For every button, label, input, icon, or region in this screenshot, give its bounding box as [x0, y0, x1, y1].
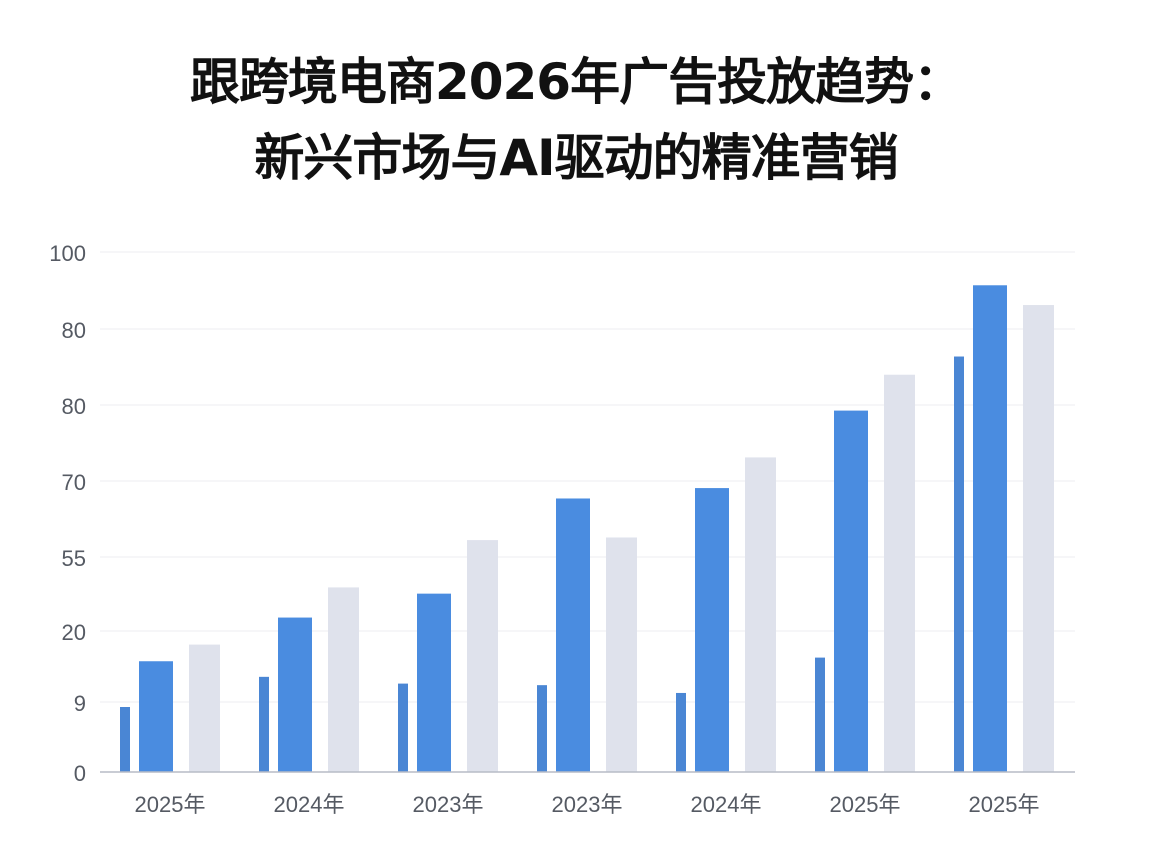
bar-series-3-3 — [467, 540, 498, 772]
bar-series-3-6 — [884, 374, 915, 772]
bar-series-2-5 — [695, 488, 729, 772]
bar-series-1-1 — [120, 707, 130, 772]
bar-series-3-5 — [745, 457, 776, 772]
y-tick-label: 100 — [49, 241, 86, 266]
bar-series-3-7 — [1023, 305, 1054, 772]
x-axis-tick-labels: 2025年 2024年 2023年 2023年 2024年 2025年 2025年 — [135, 792, 1040, 817]
bar-series-1-4 — [537, 685, 547, 772]
bar-series-2-3 — [417, 593, 451, 772]
bar-series-3-2 — [328, 587, 359, 772]
x-tick-label: 2025年 — [969, 792, 1040, 817]
bar-series-2-1 — [139, 661, 173, 772]
bar-series-1-7 — [954, 356, 964, 772]
x-tick-label: 2025年 — [135, 792, 206, 817]
bar-series-1-2 — [259, 676, 269, 772]
bar-series-2-2 — [278, 617, 312, 772]
x-tick-label: 2024年 — [691, 792, 762, 817]
bar-series-1-6 — [815, 657, 825, 772]
bar-series-2-6 — [834, 410, 868, 772]
y-tick-label: 0 — [74, 761, 86, 786]
x-tick-label: 2024年 — [274, 792, 345, 817]
x-tick-label: 2025年 — [830, 792, 901, 817]
bars — [120, 285, 1054, 772]
y-tick-label: 9 — [74, 691, 86, 716]
y-axis-tick-labels: 0 9 20 55 70 80 80 100 — [49, 241, 86, 786]
bar-series-3-1 — [189, 644, 220, 772]
x-tick-label: 2023年 — [552, 792, 623, 817]
bar-series-3-4 — [606, 537, 637, 772]
y-tick-label: 55 — [62, 546, 86, 571]
y-tick-label: 80 — [62, 318, 86, 343]
bar-series-2-7 — [973, 285, 1007, 772]
chart-title-line-1: 跟跨境电商2026年广告投放趋势： — [189, 53, 963, 111]
bar-series-2-4 — [556, 498, 590, 772]
y-tick-label: 70 — [62, 470, 86, 495]
x-tick-label: 2023年 — [413, 792, 484, 817]
bar-series-1-5 — [676, 692, 686, 772]
y-tick-label: 20 — [62, 620, 86, 645]
y-tick-label: 80 — [62, 394, 86, 419]
chart-title-line-2: 新兴市场与AI驱动的精准营销 — [254, 129, 898, 187]
bar-series-1-3 — [398, 683, 408, 772]
